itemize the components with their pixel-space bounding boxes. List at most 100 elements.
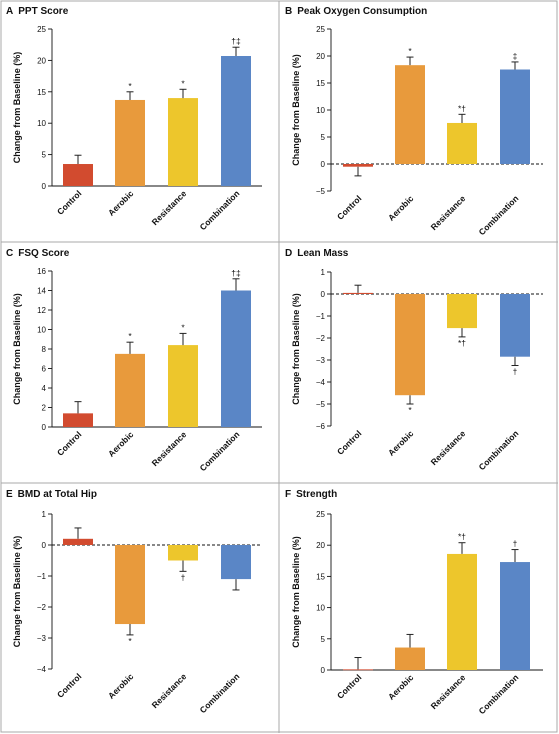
category-label-aerobic: Aerobic [386,193,416,223]
bar-aerobic [115,545,145,625]
category-label-resistance: Resistance [150,671,189,710]
y-tick-label: 12 [37,306,46,315]
category-label-control: Control [55,671,83,699]
bar-control [343,164,373,167]
y-tick-label: 1 [42,510,47,519]
category-label-resistance: Resistance [429,428,468,467]
bar-resistance [447,553,477,670]
y-axis-label: Change from Baseline (%) [12,52,22,164]
panel-title: B Peak Oxygen Consumption [285,6,427,17]
y-tick-label: 25 [316,510,325,519]
y-tick-label: 4 [42,384,47,393]
panel-letter: D [285,248,292,259]
y-tick-label: 20 [37,56,46,65]
y-tick-label: 20 [316,541,325,550]
y-tick-label: 0 [321,666,326,675]
y-tick-label: 10 [37,119,46,128]
y-axis-label: Change from Baseline (%) [291,293,301,405]
category-label-combination: Combination [198,429,242,473]
y-tick-label: 2 [42,404,47,413]
category-label-aerobic: Aerobic [106,188,136,218]
category-label-control: Control [55,188,83,216]
significance-mark: † [181,572,186,582]
category-label-resistance: Resistance [150,429,189,468]
y-tick-label: 6 [42,365,47,374]
significance-mark: *† [458,103,466,113]
panel-title: D Lean Mass [285,248,349,259]
y-tick-label: 0 [42,182,47,191]
y-tick-label: 8 [42,345,47,354]
y-tick-label: −3 [37,634,47,643]
significance-mark: * [128,636,132,646]
significance-mark: * [181,322,185,332]
panel-f: F Strength 0 5 10 15 20 25 Change from Baseline … [285,489,543,716]
category-label-control: Control [335,193,363,221]
panel-letter: C [6,248,13,259]
panel-title-text: Strength [296,489,337,500]
panel-letter: A [6,6,13,17]
y-tick-label: −2 [37,603,47,612]
panel-title-text: PPT Score [18,6,68,17]
y-tick-label: 15 [316,79,325,88]
category-label-control: Control [335,428,363,456]
panel-c: C FSQ Score 0 2 4 6 8 10 12 14 16 Change from Basel… [6,248,262,473]
y-tick-label: 1 [321,268,326,277]
panel-title: E BMD at Total Hip [6,489,97,500]
y-tick-label: 0 [42,423,47,432]
significance-mark: * [128,81,132,91]
panel-b: B Peak Oxygen Consumption −5 0 5 10 15 20 25 Chan… [285,6,543,237]
category-label-aerobic: Aerobic [106,671,136,701]
y-tick-label: −1 [316,312,326,321]
y-axis-label: Change from Baseline (%) [291,54,301,166]
panel-title-text: Peak Oxygen Consumption [297,6,427,17]
bar-aerobic [395,294,425,396]
significance-mark: * [128,331,132,341]
significance-mark: † [513,367,518,377]
bar-aerobic [395,647,425,670]
bar-resistance [447,294,477,329]
significance-mark: *† [458,338,466,348]
bar-resistance [168,345,198,427]
y-tick-label: 15 [316,572,325,581]
y-tick-label: 5 [321,133,326,142]
panel-letter: E [6,489,13,500]
bar-aerobic [115,353,145,427]
significance-mark: * [408,46,412,56]
panel-e: E BMD at Total Hip −4 −3 −2 −1 0 1 Change from B… [6,489,262,715]
y-tick-label: 5 [42,151,47,160]
y-tick-label: 16 [37,267,46,276]
panel-letter: B [285,6,292,17]
bar-combination [221,56,251,187]
y-tick-label: 14 [37,287,46,296]
panel-title: F Strength [285,489,337,500]
bar-control [63,413,93,427]
panel-title: A PPT Score [6,6,69,17]
y-tick-label: −4 [37,665,47,674]
bar-aerobic [115,99,145,186]
significance-mark: * [181,78,185,88]
category-label-control: Control [335,672,363,700]
bar-resistance [168,98,198,186]
y-tick-label: 0 [42,541,47,550]
y-tick-label: −6 [316,422,326,431]
significance-mark: †‡ [231,36,241,46]
category-label-aerobic: Aerobic [386,672,416,702]
y-tick-label: 25 [316,25,325,34]
y-axis-label: Change from Baseline (%) [12,293,22,405]
bar-control [343,669,373,671]
bar-aerobic [395,65,425,164]
significance-mark: † [513,539,518,549]
category-label-combination: Combination [477,428,521,472]
y-axis-label: Change from Baseline (%) [12,536,22,648]
y-tick-label: −3 [316,356,326,365]
category-label-control: Control [55,429,83,457]
category-label-combination: Combination [198,188,242,232]
category-label-combination: Combination [198,671,242,715]
bar-resistance [447,122,477,164]
bar-resistance [168,545,198,561]
bar-combination [500,69,530,164]
panel-letter: F [285,489,291,500]
y-tick-label: −1 [37,572,47,581]
